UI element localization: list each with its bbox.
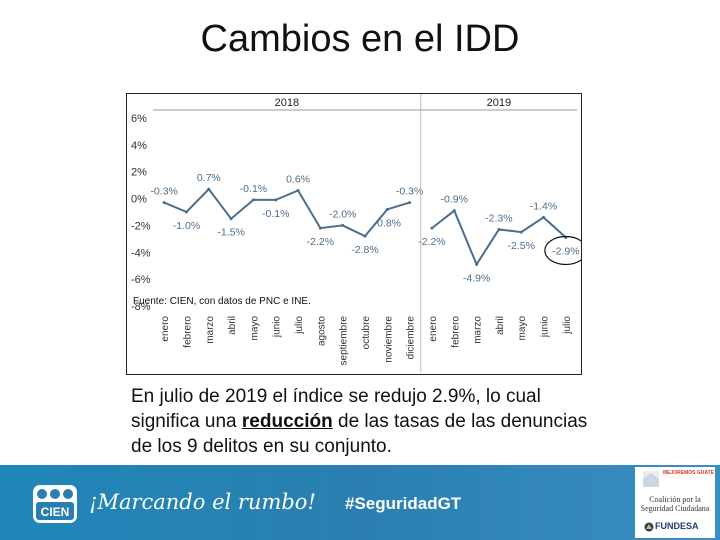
x-tick-label: enero bbox=[160, 316, 171, 342]
data-label: 0.7% bbox=[197, 172, 221, 184]
data-point bbox=[542, 215, 546, 219]
data-label: -0.3% bbox=[396, 186, 423, 198]
x-tick-label: julio bbox=[294, 316, 305, 335]
data-point bbox=[296, 189, 300, 193]
slide-title: Cambios en el IDD bbox=[200, 18, 520, 60]
chart: 6% 4% 2% 0% -2% -4% -6% -8% 2018 -0.3% -1.0% 0.7% -1… bbox=[126, 93, 582, 375]
data-point bbox=[430, 226, 434, 230]
x-tick-label: agosto bbox=[316, 316, 327, 346]
fundesa-icon bbox=[644, 522, 654, 532]
partner-name: FUNDESA bbox=[655, 521, 699, 531]
data-point bbox=[363, 234, 367, 238]
data-label: 0.6% bbox=[286, 174, 310, 186]
x-tick-label: abril bbox=[495, 316, 506, 335]
data-label: -2.5% bbox=[507, 240, 534, 252]
partner-top-label: MEJOREMOS GUATE bbox=[663, 470, 715, 476]
x-tick-label: marzo bbox=[205, 316, 216, 344]
data-point bbox=[497, 227, 501, 231]
data-label: -0.3% bbox=[150, 186, 177, 198]
footer-banner bbox=[0, 465, 720, 540]
caption-text-1: En julio de 2019 el índice se redujo 2.9… bbox=[131, 386, 541, 432]
x-tick-label: septiembre bbox=[339, 316, 350, 366]
data-label: -4.9% bbox=[463, 272, 490, 284]
x-tick-label: marzo bbox=[473, 316, 484, 344]
cien-logo-icon bbox=[33, 485, 77, 523]
y-tick-label: -2% bbox=[131, 220, 151, 232]
y-tick-label: 4% bbox=[131, 140, 147, 152]
data-point bbox=[519, 230, 523, 234]
x-tick-label: junio bbox=[272, 316, 283, 339]
data-label: -2.2% bbox=[418, 236, 445, 248]
partner-coalition: Coalición por la Seguridad Ciudadana bbox=[635, 495, 715, 513]
data-label: -2.3% bbox=[485, 212, 512, 224]
x-tick-label: julio bbox=[562, 316, 573, 335]
data-point bbox=[229, 217, 233, 221]
x-tick-label: noviembre bbox=[383, 316, 394, 363]
x-tick-label: enero bbox=[428, 316, 439, 342]
data-label: -0.9% bbox=[441, 194, 468, 206]
partner-logo: MEJOREMOS GUATE Coalición por la Segurid… bbox=[635, 467, 715, 538]
mejoremos-guate-icon bbox=[643, 471, 659, 487]
data-point bbox=[162, 201, 166, 205]
highlight-circle bbox=[544, 235, 581, 266]
data-label: -2.0% bbox=[329, 208, 356, 220]
data-point bbox=[452, 209, 456, 213]
data-point bbox=[207, 187, 211, 191]
data-label: -2.9% bbox=[552, 246, 579, 258]
y-tick-label: 6% bbox=[131, 113, 147, 125]
y-tick-label: 2% bbox=[131, 167, 147, 179]
data-point bbox=[385, 207, 389, 211]
data-label: -0.8% bbox=[374, 217, 401, 229]
data-point bbox=[251, 198, 255, 202]
caption-text-2: de las tasas de las denuncias de los 9 d… bbox=[131, 411, 588, 457]
x-tick-label: febrero bbox=[182, 316, 193, 348]
data-label: -2.2% bbox=[307, 236, 334, 248]
data-label: -0.1% bbox=[262, 208, 289, 220]
data-point bbox=[475, 262, 479, 266]
data-label: -0.1% bbox=[240, 183, 267, 195]
data-point bbox=[318, 226, 322, 230]
y-tick-label: -4% bbox=[131, 247, 151, 259]
x-tick-label: mayo bbox=[517, 316, 528, 341]
y-tick-label: -8% bbox=[131, 301, 151, 313]
y-tick-label: -6% bbox=[131, 274, 151, 286]
x-tick-label: octubre bbox=[361, 316, 372, 350]
chart-canvas: 6% 4% 2% 0% -2% -4% -6% -8% 2018 -0.3% -1.0% 0.7% -1… bbox=[131, 94, 581, 372]
partner-line-2: Seguridad Ciudadana bbox=[640, 504, 710, 513]
slogan: ¡Marcando el rumbo! bbox=[89, 490, 316, 514]
x-tick-label: febrero bbox=[450, 316, 461, 348]
data-point bbox=[274, 198, 278, 202]
data-point bbox=[408, 201, 412, 205]
group-label: 2018 bbox=[275, 97, 299, 109]
caption-emphasis: reducción bbox=[241, 411, 333, 432]
cien-brand: CIEN bbox=[40, 505, 70, 519]
data-label: -1.5% bbox=[217, 227, 244, 239]
x-tick-label: abril bbox=[227, 316, 238, 335]
group-label: 2019 bbox=[487, 97, 511, 109]
series-line-2018 bbox=[163, 187, 410, 238]
x-tick-label: junio bbox=[540, 316, 551, 339]
data-label: -1.0% bbox=[173, 220, 200, 232]
x-tick-label: mayo bbox=[249, 316, 260, 341]
hashtag: #SeguridadGT bbox=[345, 494, 462, 513]
x-tick-label: diciembre bbox=[406, 316, 417, 360]
source-note: Fuente: CIEN, con datos de PNC e INE. bbox=[133, 296, 311, 307]
partner-line-1: Coalición por la bbox=[649, 495, 701, 504]
data-point bbox=[341, 223, 345, 227]
y-tick-label: 0% bbox=[131, 194, 147, 206]
data-label: -1.4% bbox=[530, 200, 557, 212]
caption: En julio de 2019 el índice se redujo 2.9… bbox=[131, 384, 611, 459]
data-label: -2.8% bbox=[351, 244, 378, 256]
data-point bbox=[184, 210, 188, 214]
